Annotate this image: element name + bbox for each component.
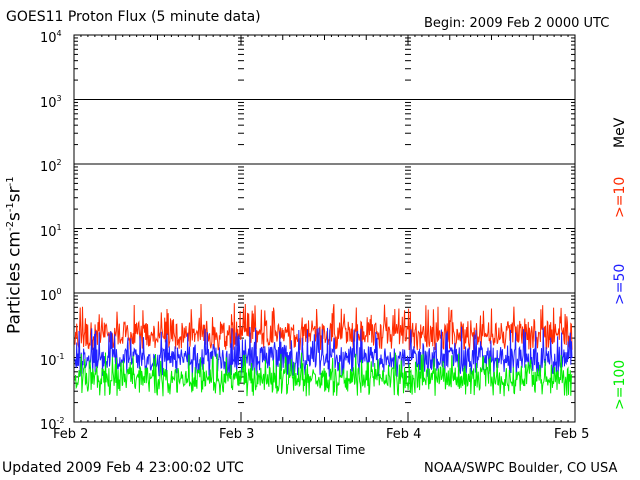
y-tick-label-2: 100 <box>40 287 62 304</box>
y-tick-label-5: 103 <box>40 93 62 111</box>
x-tick-label-feb3: Feb 3 <box>219 427 255 442</box>
x-tick-label-feb2: Feb 2 <box>53 427 89 442</box>
x-axis-label: Universal Time <box>276 443 366 457</box>
y-tick-label-4: 102 <box>40 158 62 175</box>
y-tick-label-3: 101 <box>40 222 62 240</box>
x-tick-label-feb4: Feb 4 <box>386 427 422 442</box>
chart-series <box>74 303 573 397</box>
begin-time: Begin: 2009 Feb 2 0000 UTC <box>424 16 610 31</box>
legend-label-50mev: >=50 <box>612 263 628 305</box>
chart-title: GOES11 Proton Flux (5 minute data) <box>6 9 261 25</box>
y-tick-label-0: 10-2 <box>40 416 65 433</box>
y-tick-label-1: 10-1 <box>40 351 65 369</box>
y-axis-label: Particles cm-2s-1sr-1 <box>4 176 25 334</box>
x-tick-label-feb5: Feb 5 <box>554 427 590 442</box>
series-line-gte100 <box>74 352 573 397</box>
plot-frame <box>73 34 576 423</box>
legend-unit-mev: MeV <box>612 117 628 148</box>
credit-text: NOAA/SWPC Boulder, CO USA <box>424 461 618 476</box>
legend-label-10mev: >=10 <box>612 176 628 218</box>
y-tick-label-6: 104 <box>40 29 62 46</box>
legend-label-100mev: >=100 <box>612 359 628 410</box>
updated-timestamp: Updated 2009 Feb 4 23:00:02 UTC <box>2 460 244 476</box>
series-line-gte10 <box>74 303 573 351</box>
